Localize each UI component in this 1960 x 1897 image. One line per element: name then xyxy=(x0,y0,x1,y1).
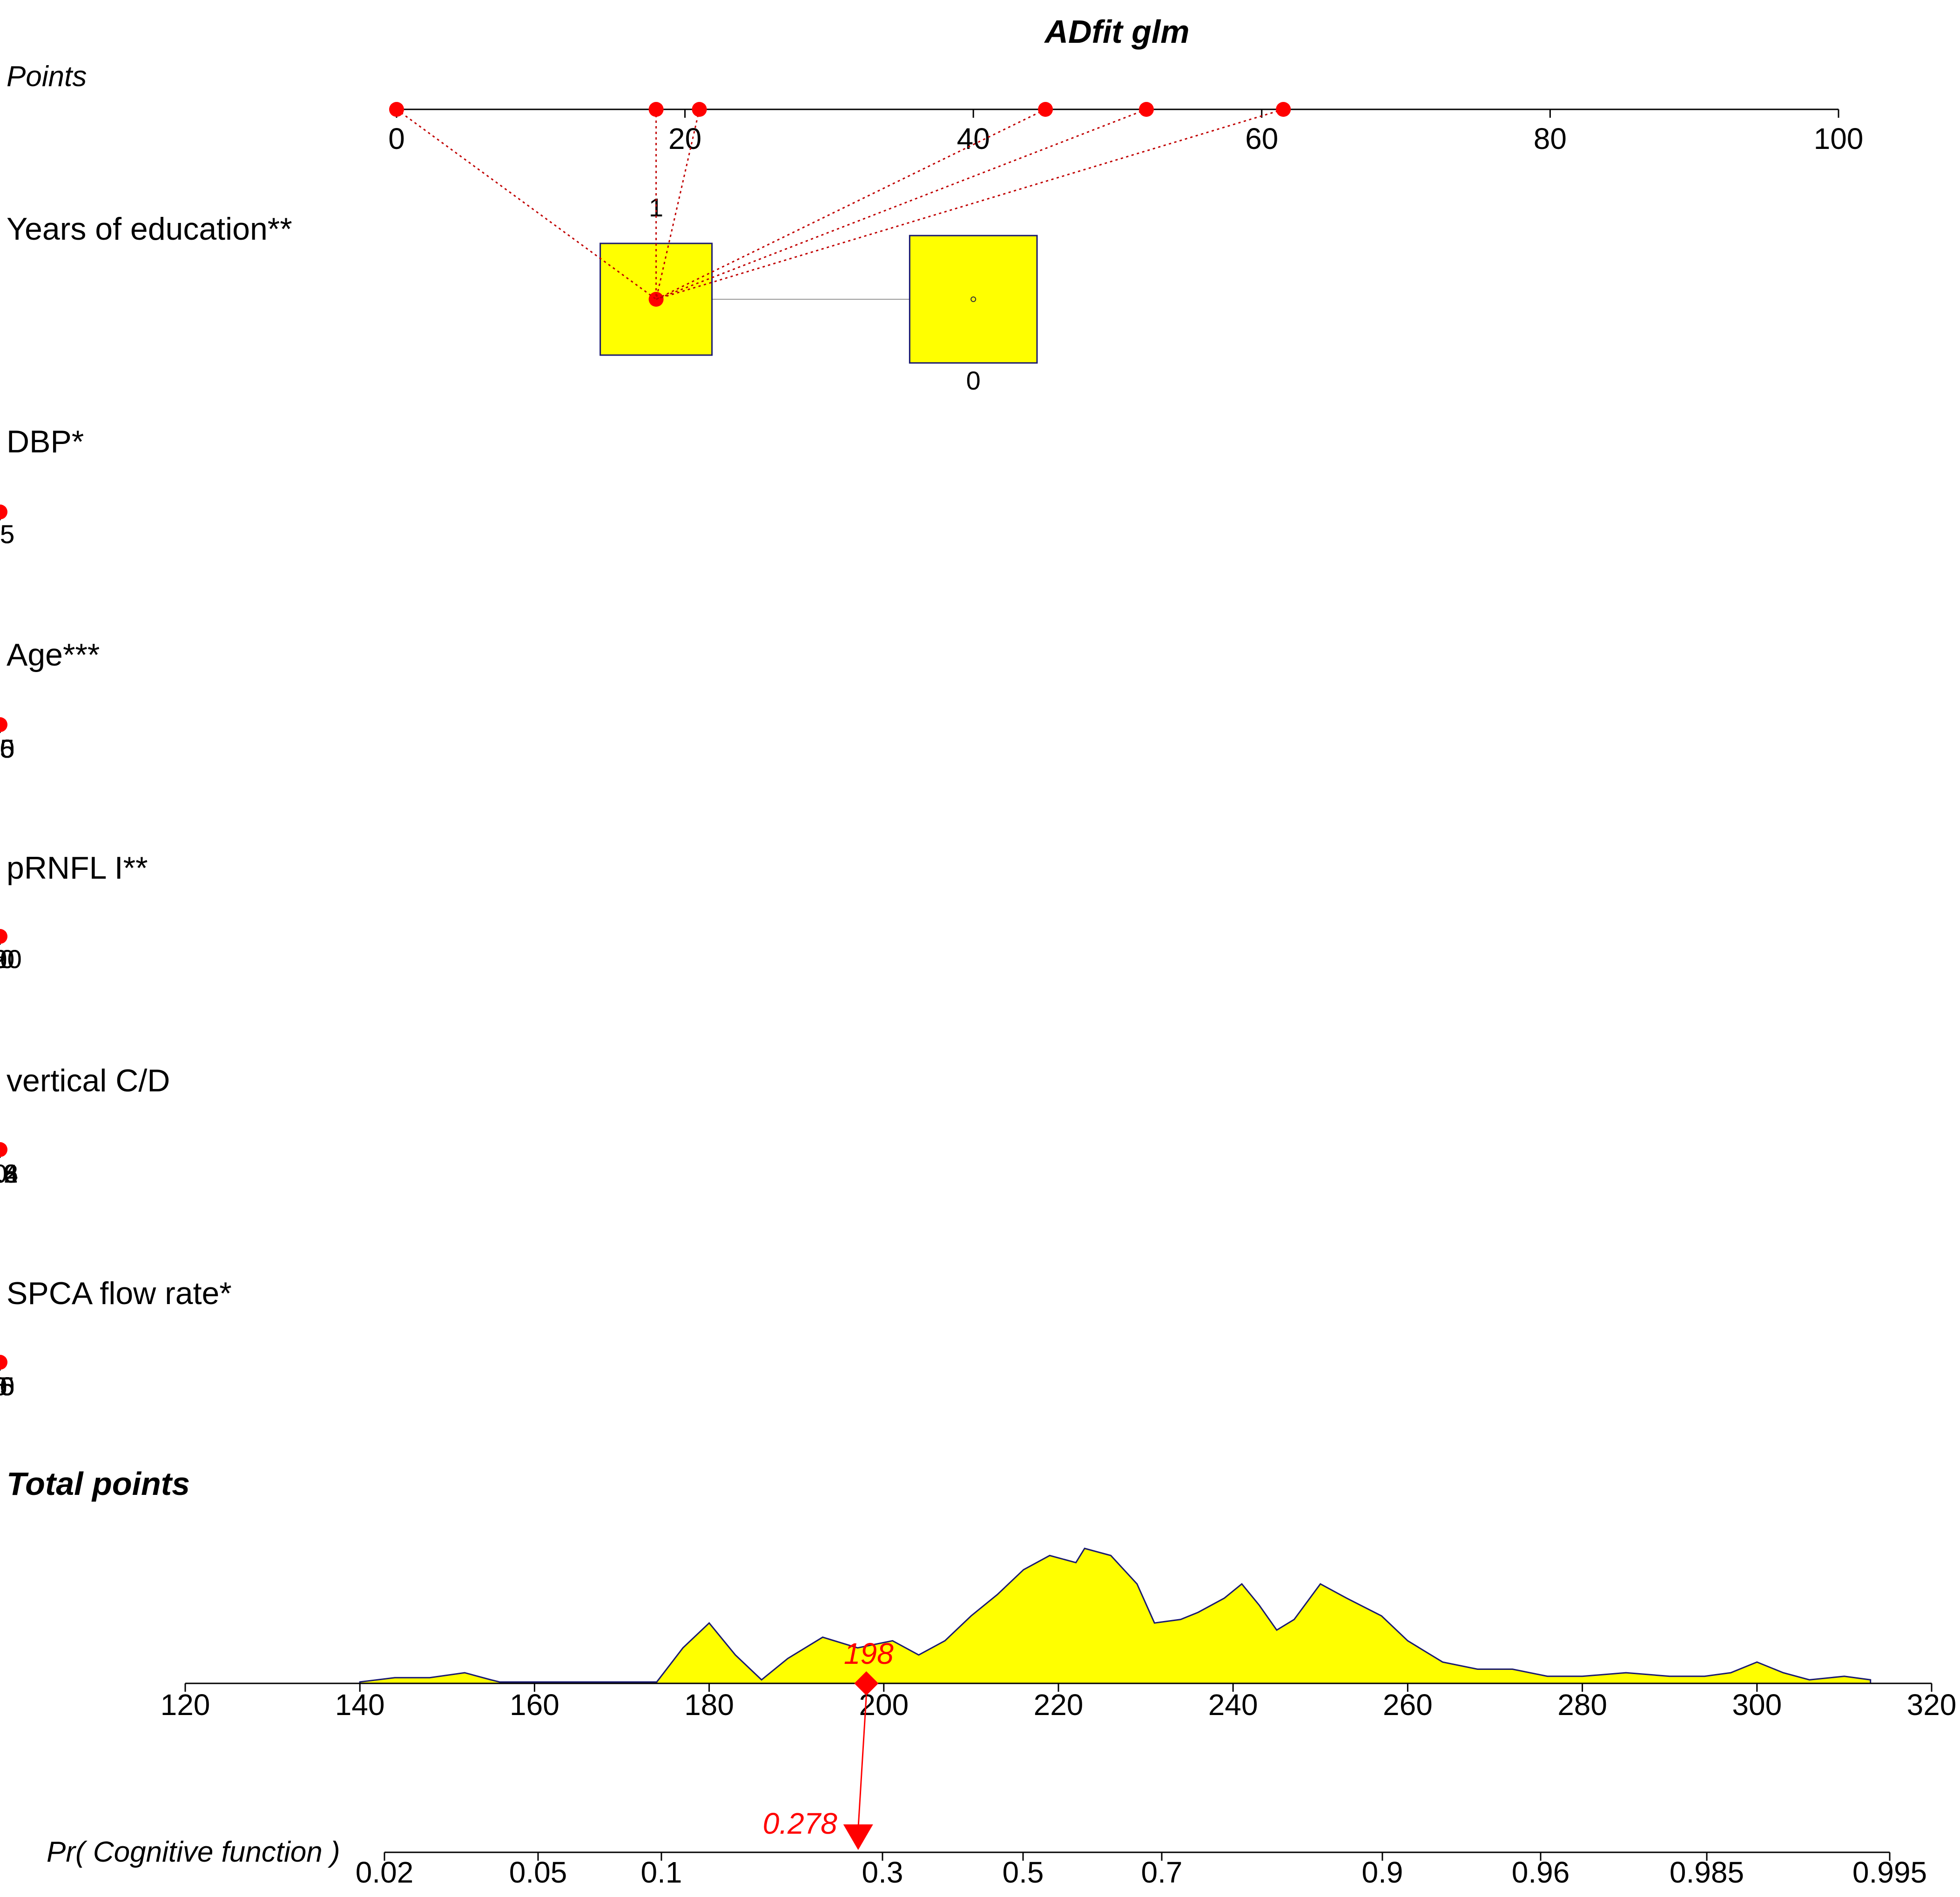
tick-label-spca: 5 xyxy=(0,1372,7,1401)
probability-tick-label: 0.995 xyxy=(1852,1856,1927,1889)
tick-label-spca: 65 xyxy=(0,1372,14,1401)
tick-label-dbp: 55 xyxy=(0,519,14,549)
tick-label-age: 65 xyxy=(0,734,14,763)
guide-line xyxy=(656,108,1147,300)
tick-label-spca: 10 xyxy=(0,1372,14,1401)
tick-label-prnfl: 40 xyxy=(0,944,14,974)
tick-label-age: 70 xyxy=(0,734,14,763)
tick-label-spca: 30 xyxy=(0,1372,14,1401)
tick-label-age: 80 xyxy=(0,734,14,763)
tick-label-spca: 60 xyxy=(0,1372,14,1401)
points-tick-label: 20 xyxy=(668,122,701,155)
total-tick-label: 140 xyxy=(335,1688,385,1722)
tick-label-age: 60 xyxy=(0,734,14,763)
marker-age xyxy=(0,717,7,732)
probability-tick-label: 0.05 xyxy=(509,1856,567,1889)
total-tick-label: 120 xyxy=(161,1688,210,1722)
probability-tick-label: 0.5 xyxy=(1003,1856,1044,1889)
tick-label-cd: 0.6 xyxy=(0,1159,18,1188)
chart-title: ADfit glm xyxy=(1044,13,1189,50)
probability-tick-label: 0.7 xyxy=(1141,1856,1183,1889)
probability-tick-label: 0.3 xyxy=(862,1856,903,1889)
tick-label-age: 90 xyxy=(0,734,14,763)
density-total-points xyxy=(359,1547,1872,1684)
tick-label-age: 75 xyxy=(0,734,14,763)
probability-connector xyxy=(857,1695,867,1830)
tick-label-dbp: 65 xyxy=(0,519,14,549)
tick-label-spca: 40 xyxy=(0,1372,14,1401)
tick-label-spca: 50 xyxy=(0,1372,14,1401)
variable-label-age: Age*** xyxy=(7,637,100,673)
points-marker xyxy=(1276,102,1291,117)
points-marker xyxy=(692,102,707,117)
total-tick-label: 280 xyxy=(1557,1688,1607,1722)
tick-label-cd: 0.8 xyxy=(0,1159,18,1188)
education-box-center xyxy=(970,296,977,302)
total-tick-label: 300 xyxy=(1732,1688,1782,1722)
tick-label-spca: 35 xyxy=(0,1372,14,1401)
points-axis-label: Points xyxy=(7,61,87,93)
tick-label-spca: 70 xyxy=(0,1372,14,1401)
probability-tick-label: 0.985 xyxy=(1670,1856,1744,1889)
plot-layer: 0204060801001095857565555055606570758085… xyxy=(0,102,1956,1889)
probability-marker xyxy=(843,1824,873,1850)
total-points-marker xyxy=(854,1671,879,1695)
probability-tick-label: 0.1 xyxy=(641,1856,682,1889)
tick-label-prnfl: 160 xyxy=(0,944,22,974)
total-tick-label: 260 xyxy=(1383,1688,1433,1722)
tick-label-cd: 0 xyxy=(0,1159,7,1188)
variable-label-cd: vertical C/D xyxy=(7,1063,170,1098)
total-tick-label: 320 xyxy=(1907,1688,1957,1722)
points-tick-label: 60 xyxy=(1245,122,1278,155)
guide-line xyxy=(655,109,700,300)
tick-label-prnfl: 120 xyxy=(0,944,22,974)
points-marker xyxy=(1038,102,1053,117)
total-tick-label: 240 xyxy=(1208,1688,1258,1722)
variable-label-education: Years of education** xyxy=(7,211,292,247)
tick-label-spca: 45 xyxy=(0,1372,14,1401)
education-box-label: 0 xyxy=(966,366,981,395)
probability-value: 0.278 xyxy=(763,1807,838,1840)
tick-label-spca: 0 xyxy=(0,1372,7,1401)
points-marker xyxy=(1138,102,1154,117)
total-tick-label: 160 xyxy=(510,1688,559,1722)
total-tick-label: 220 xyxy=(1034,1688,1084,1722)
variable-label-prnfl: pRNFL I** xyxy=(7,850,148,886)
marker-dbp xyxy=(0,505,7,519)
tick-label-prnfl: 80 xyxy=(0,944,14,974)
tick-label-dbp: 75 xyxy=(0,519,14,549)
probability-tick-label: 0.96 xyxy=(1512,1856,1570,1889)
tick-label-spca: 20 xyxy=(0,1372,14,1401)
tick-label-dbp: 95 xyxy=(0,519,14,549)
tick-label-spca: 15 xyxy=(0,1372,14,1401)
probability-tick-label: 0.9 xyxy=(1362,1856,1403,1889)
points-tick-label: 100 xyxy=(1814,122,1864,155)
tick-label-spca: 25 xyxy=(0,1372,14,1401)
tick-label-prnfl: 0 xyxy=(0,944,7,974)
tick-label-age: 50 xyxy=(0,734,14,763)
marker-prnfl xyxy=(0,929,7,944)
points-tick-label: 0 xyxy=(388,122,405,155)
probability-axis-label: Pr( Cognitive function ) xyxy=(47,1836,340,1868)
tick-label-spca: 55 xyxy=(0,1372,14,1401)
tick-label-cd: 0.2 xyxy=(0,1159,18,1188)
marker-cd xyxy=(0,1142,7,1157)
points-tick-label: 80 xyxy=(1534,122,1567,155)
variable-label-dbp: DBP* xyxy=(7,424,84,459)
points-marker xyxy=(648,102,664,117)
probability-tick-label: 0.02 xyxy=(356,1856,414,1889)
tick-label-age: 95 xyxy=(0,734,14,763)
variable-label-spca: SPCA flow rate* xyxy=(7,1276,232,1311)
tick-label-cd: 0.4 xyxy=(0,1159,18,1188)
total-points-label: Total points xyxy=(7,1466,190,1502)
points-marker xyxy=(389,102,404,117)
tick-label-age: 85 xyxy=(0,734,14,763)
tick-label-dbp: 85 xyxy=(0,519,14,549)
total-points-value: 198 xyxy=(844,1637,894,1670)
marker-spca xyxy=(0,1355,7,1370)
tick-label-age: 55 xyxy=(0,734,14,763)
education-box-0 xyxy=(909,235,1038,364)
total-tick-label: 180 xyxy=(684,1688,734,1722)
